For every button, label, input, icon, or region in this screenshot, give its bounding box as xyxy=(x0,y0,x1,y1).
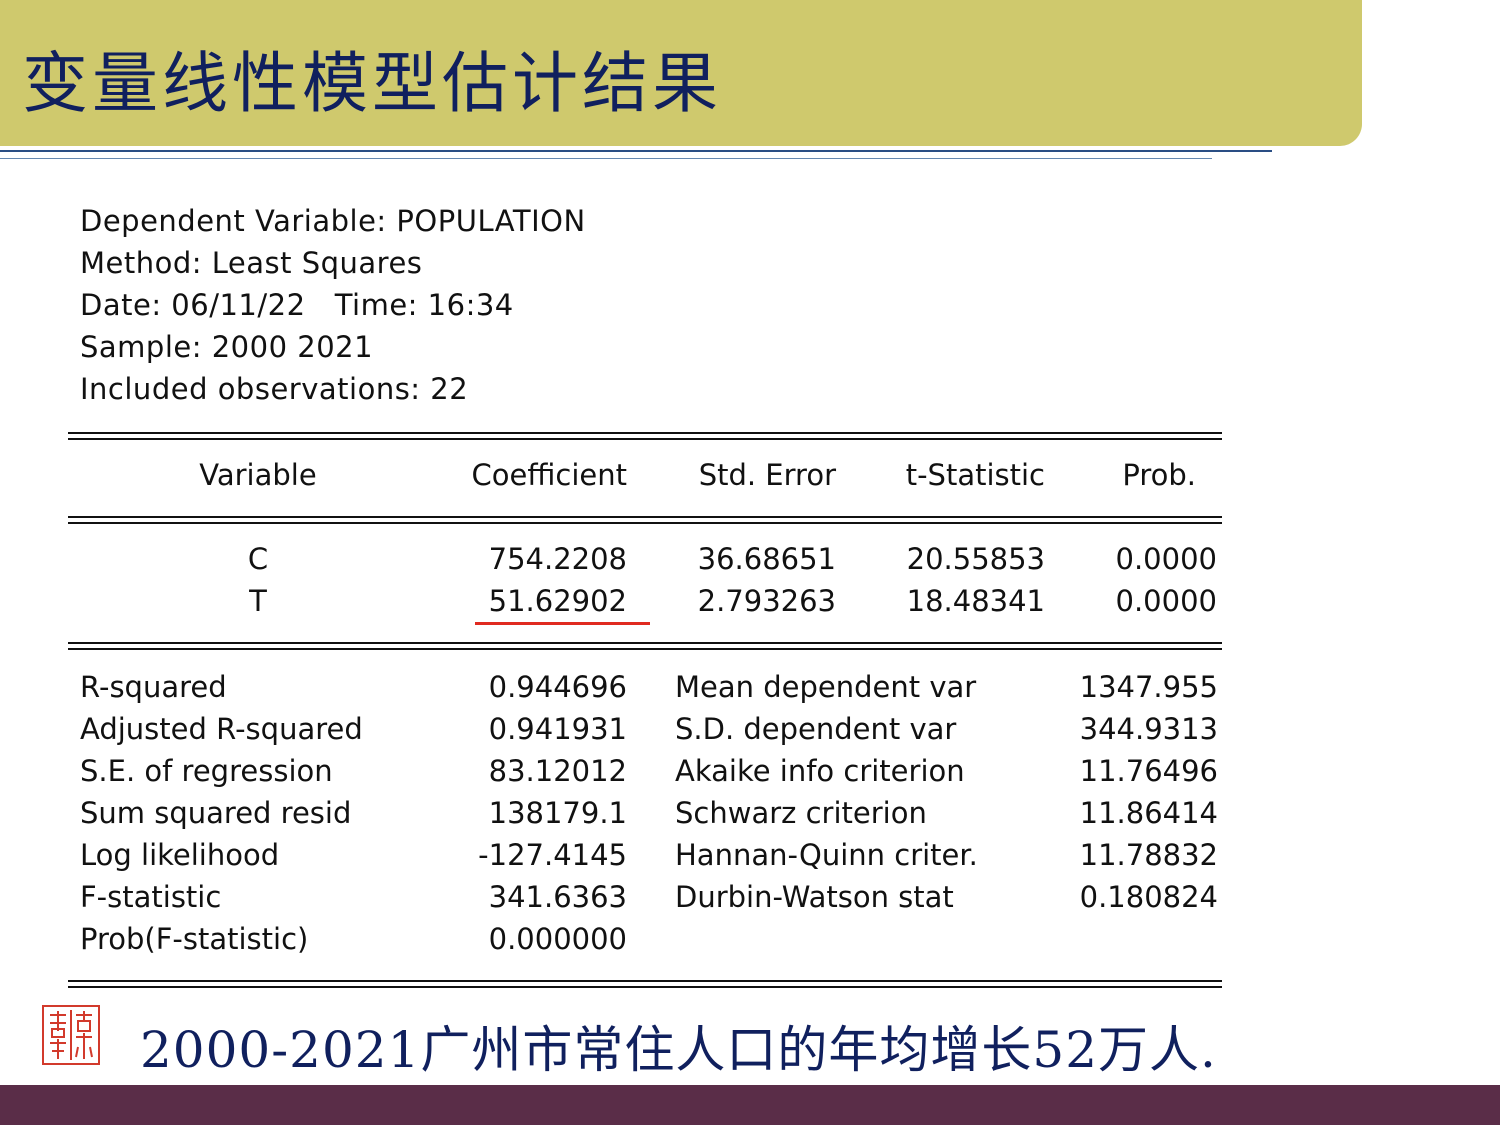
stat-label: Adjusted R-squared xyxy=(80,712,363,746)
method: Method: Least Squares xyxy=(80,246,423,280)
sample: Sample: 2000 2021 xyxy=(80,330,374,364)
stat-label: Durbin-Watson stat xyxy=(675,880,954,914)
seal-icon xyxy=(42,1005,100,1065)
header-rule xyxy=(68,516,1222,524)
stat-value: 0.000000 xyxy=(488,922,627,956)
stat-label: Sum squared resid xyxy=(80,796,352,830)
header-variable: Variable xyxy=(199,458,317,492)
stat-value: 1347.955 xyxy=(1079,670,1218,704)
row-std-error: 36.68651 xyxy=(697,542,836,576)
bottom-bar xyxy=(0,1085,1500,1125)
stat-label: Mean dependent var xyxy=(675,670,977,704)
row-coefficient-highlighted: 51.62902 xyxy=(488,584,627,618)
stat-value: 341.6363 xyxy=(488,880,627,914)
stat-value: 11.76496 xyxy=(1079,754,1218,788)
stat-value: 0.941931 xyxy=(488,712,627,746)
row-variable: T xyxy=(249,584,267,618)
table-bottom-rule xyxy=(68,980,1222,988)
included-observations: Included observations: 22 xyxy=(80,372,469,406)
footer-note: 2000-2021广州市常住人口的年均增长52万人. xyxy=(140,1021,1217,1079)
row-t-statistic: 18.48341 xyxy=(906,584,1045,618)
stat-label: Log likelihood xyxy=(80,838,280,872)
stat-value: 11.86414 xyxy=(1079,796,1218,830)
row-prob: 0.0000 xyxy=(1115,584,1217,618)
stat-label: F-statistic xyxy=(80,880,222,914)
stat-label: Hannan-Quinn criter. xyxy=(675,838,978,872)
stat-value: 0.944696 xyxy=(488,670,627,704)
row-variable: C xyxy=(247,542,269,576)
header-prob: Prob. xyxy=(1122,458,1196,492)
regression-output: Dependent Variable: POPULATION Method: L… xyxy=(60,186,1235,991)
stat-label: Akaike info criterion xyxy=(675,754,965,788)
stat-value: 138179.1 xyxy=(488,796,627,830)
stat-value: 0.180824 xyxy=(1079,880,1218,914)
table-top-rule xyxy=(68,432,1222,440)
title-divider-thin xyxy=(0,158,1212,159)
stat-label: S.E. of regression xyxy=(80,754,333,788)
stat-value: 344.9313 xyxy=(1079,712,1218,746)
title-banner: 变量线性模型估计结果 xyxy=(0,0,1362,146)
stat-label: S.D. dependent var xyxy=(675,712,957,746)
stat-label: Prob(F-statistic) xyxy=(80,922,309,956)
stat-value: 83.12012 xyxy=(488,754,627,788)
row-prob: 0.0000 xyxy=(1115,542,1217,576)
stat-value: -127.4145 xyxy=(478,838,627,872)
row-t-statistic: 20.55853 xyxy=(906,542,1045,576)
highlight-underline xyxy=(475,622,650,625)
row-std-error: 2.793263 xyxy=(697,584,836,618)
slide-title: 变量线性模型估计结果 xyxy=(22,45,722,122)
stat-value: 11.78832 xyxy=(1079,838,1218,872)
date-time: Date: 06/11/22 Time: 16:34 xyxy=(80,288,514,322)
header-t-statistic: t-Statistic xyxy=(905,458,1045,492)
title-divider xyxy=(0,150,1272,152)
coefficients-rule xyxy=(68,642,1222,650)
row-coefficient: 754.2208 xyxy=(488,542,627,576)
dependent-variable: Dependent Variable: POPULATION xyxy=(80,204,586,238)
stat-label: R-squared xyxy=(80,670,227,704)
header-std-error: Std. Error xyxy=(698,458,836,492)
stat-label: Schwarz criterion xyxy=(675,796,927,830)
header-coefficient: Coefficient xyxy=(471,458,627,492)
